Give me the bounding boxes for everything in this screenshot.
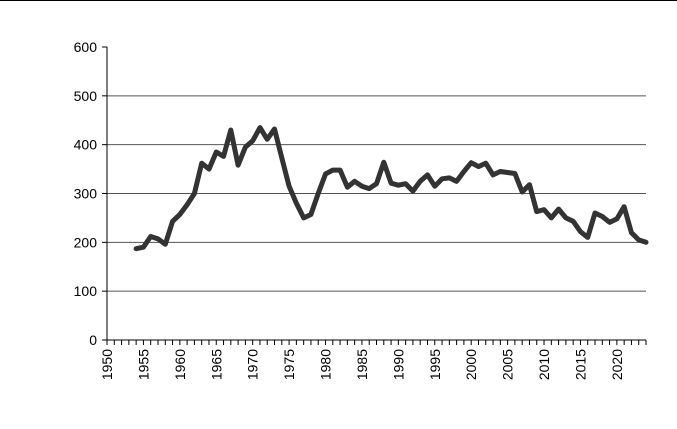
- x-tick-label: 2005: [500, 349, 516, 380]
- y-tick-label: 600: [74, 39, 98, 55]
- gridlines: [107, 95, 646, 292]
- x-tick-label: 1960: [172, 349, 188, 380]
- y-tick-label: 500: [74, 88, 98, 104]
- y-tick-label: 300: [74, 186, 98, 202]
- x-tick-label: 2015: [572, 349, 588, 380]
- x-tick-label: 1975: [281, 349, 297, 380]
- x-axis-ticks: 1950 1955 1960 1965 1970 1975 1980 1985 1990 1995…: [99, 340, 647, 380]
- y-axis-ticks: 0 100 200 300 400 500 600: [74, 39, 107, 348]
- x-tick-label: 1950: [99, 349, 115, 380]
- x-tick-label: 2020: [609, 349, 625, 380]
- y-tick-label: 100: [74, 283, 98, 299]
- x-tick-label: 1995: [427, 349, 443, 380]
- x-tick-label: 2000: [463, 349, 479, 380]
- top-border: [0, 0, 677, 1]
- y-tick-label: 400: [74, 137, 98, 153]
- x-tick-label: 1985: [354, 349, 370, 380]
- x-tick-label: 1980: [318, 349, 334, 380]
- y-tick-label: 200: [74, 234, 98, 250]
- x-tick-label: 1990: [390, 349, 406, 380]
- x-tick-label: 1955: [135, 349, 151, 380]
- x-tick-label: 1970: [245, 349, 261, 380]
- x-tick-label: 1965: [208, 349, 224, 380]
- data-line: [133, 125, 649, 252]
- y-tick-label: 0: [89, 332, 97, 348]
- x-tick-label: 2010: [536, 349, 552, 380]
